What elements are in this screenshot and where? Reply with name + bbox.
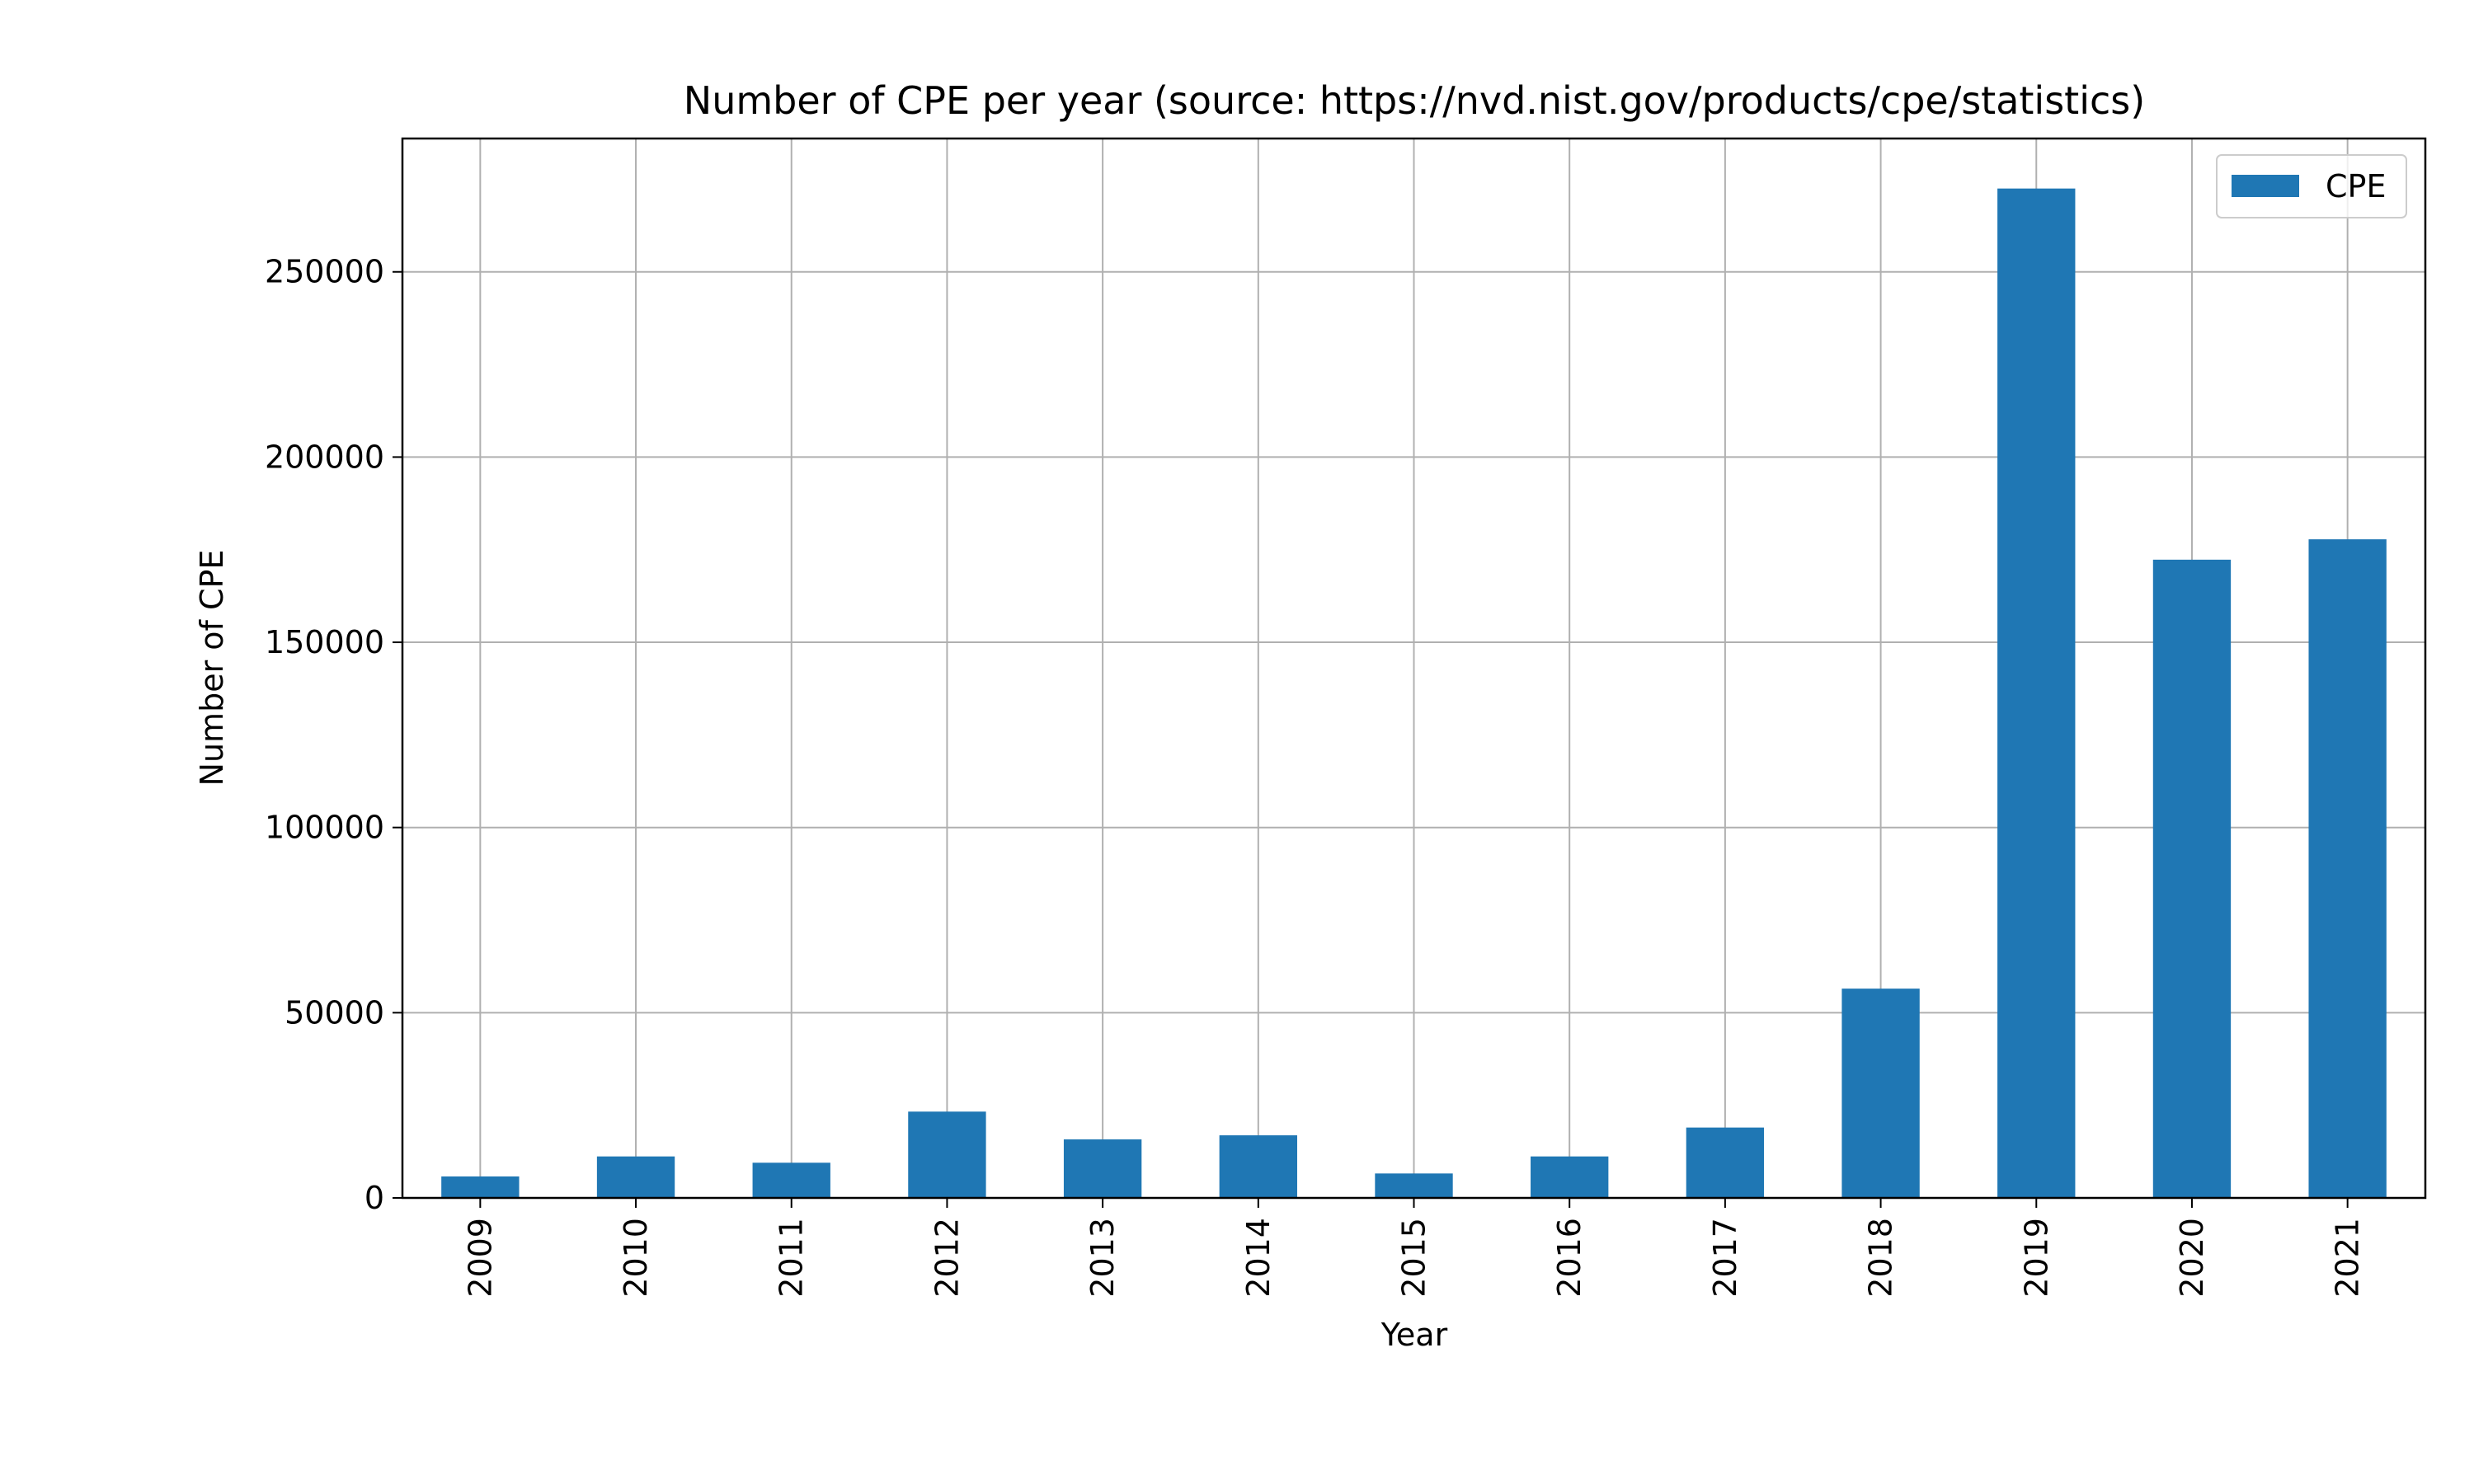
x-axis-label: Year [1380,1317,1448,1353]
bar [441,1176,520,1198]
y-tick-label: 100000 [265,810,384,846]
y-tick-label: 250000 [265,254,384,290]
x-tick-label: 2015 [1396,1218,1432,1298]
x-tick-label: 2014 [1240,1218,1277,1298]
x-tick-label: 2019 [2018,1218,2054,1298]
y-tick-label: 200000 [265,439,384,475]
x-tick-label: 2012 [929,1218,965,1298]
bar [1531,1156,1609,1198]
bar [1063,1139,1142,1198]
x-tick-label: 2010 [618,1218,654,1298]
x-tick-label: 2011 [774,1218,810,1298]
bar [1375,1173,1453,1198]
x-tick-label: 2021 [2330,1218,2366,1298]
x-tick-label: 2018 [1863,1218,1899,1298]
bar [596,1156,675,1198]
x-tick-label: 2013 [1084,1218,1121,1298]
x-tick-label: 2009 [462,1218,498,1298]
y-tick-label: 50000 [285,994,384,1031]
bar [1997,188,2076,1198]
x-tick-label: 2017 [1707,1218,1743,1298]
y-tick-label: 150000 [265,624,384,660]
chart-title: Number of CPE per year (source: https://… [684,78,2145,123]
bar [2152,559,2232,1198]
legend-label: CPE [2326,168,2386,204]
bar [1219,1135,1297,1198]
legend: CPE [2216,154,2407,218]
bar [2308,539,2387,1198]
x-tick-label: 2020 [2174,1218,2210,1298]
bar [1841,989,1920,1198]
bar [752,1162,830,1198]
bar [908,1111,986,1198]
bars [441,188,2387,1198]
bar [1686,1127,1765,1198]
y-axis-label: Number of CPE [194,550,230,787]
x-axis-ticks: 2009 2010 2011 2012 2013 2014 2015 2016 2017 2018… [462,1198,2366,1298]
y-tick-label: 0 [365,1180,384,1216]
legend-box [2216,154,2407,218]
x-tick-label: 2016 [1551,1218,1587,1298]
legend-swatch [2232,175,2299,197]
y-axis-ticks: 0 50000 100000 150000 200000 250000 [265,254,402,1216]
